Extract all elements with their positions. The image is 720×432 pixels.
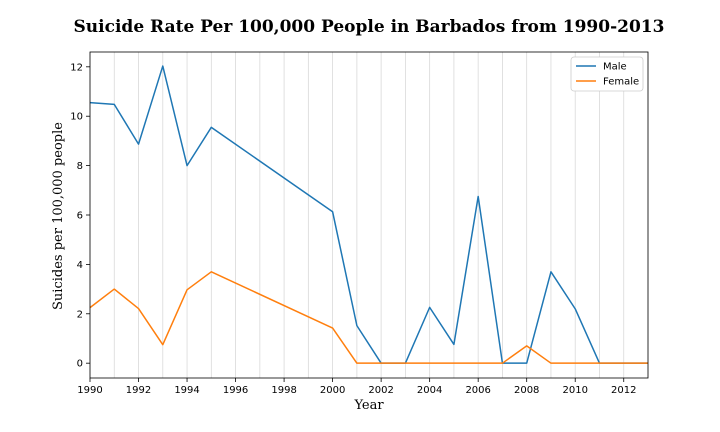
x-axis-label: Year	[353, 398, 384, 413]
x-tick-label: 2010	[562, 385, 587, 396]
series-line-female	[89, 271, 648, 364]
x-tick-label: 1998	[271, 385, 296, 396]
y-tick-label: 6	[77, 211, 83, 222]
y-tick-label: 0	[77, 359, 83, 370]
series-group	[89, 65, 648, 364]
x-tick-label: 2008	[514, 385, 539, 396]
x-tick-label: 2002	[368, 385, 393, 396]
legend-label: Male	[603, 62, 627, 73]
y-tick-label: 12	[70, 62, 83, 73]
x-tick-label: 2012	[611, 385, 636, 396]
series-line-male	[89, 65, 648, 364]
y-tick-label: 2	[77, 309, 83, 320]
y-tick-label: 10	[70, 112, 83, 123]
legend: Male Female	[570, 56, 644, 92]
x-tick-label: 2000	[320, 385, 345, 396]
x-tick-label: 2004	[417, 385, 442, 396]
y-axis-label: Suicides per 100,000 people	[51, 122, 66, 310]
plot-frame	[89, 51, 649, 379]
y-tick-label: 4	[77, 260, 83, 271]
x-tick-label: 1990	[77, 385, 102, 396]
x-tick-label: 1996	[223, 385, 248, 396]
y-axis: 0 2 4 6 8 10 12	[70, 62, 90, 370]
chart-title: Suicide Rate Per 100,000 People in Barba…	[74, 17, 665, 37]
grid	[89, 52, 649, 378]
y-tick-label: 8	[77, 161, 83, 172]
legend-label: Female	[603, 77, 639, 88]
x-tick-label: 1992	[126, 385, 151, 396]
x-axis: 1990 1992 1994 1996 1998 2000 2002 2004 2006 2008…	[77, 378, 636, 396]
x-tick-label: 2006	[465, 385, 490, 396]
x-tick-label: 1994	[174, 385, 199, 396]
